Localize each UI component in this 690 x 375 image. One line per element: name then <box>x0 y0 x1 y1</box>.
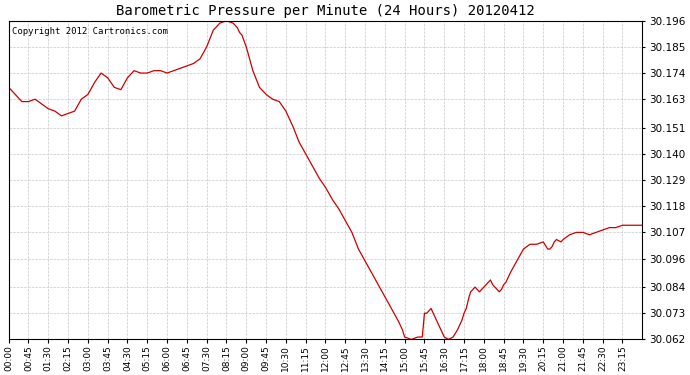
Title: Barometric Pressure per Minute (24 Hours) 20120412: Barometric Pressure per Minute (24 Hours… <box>116 4 535 18</box>
Text: Copyright 2012 Cartronics.com: Copyright 2012 Cartronics.com <box>12 27 168 36</box>
